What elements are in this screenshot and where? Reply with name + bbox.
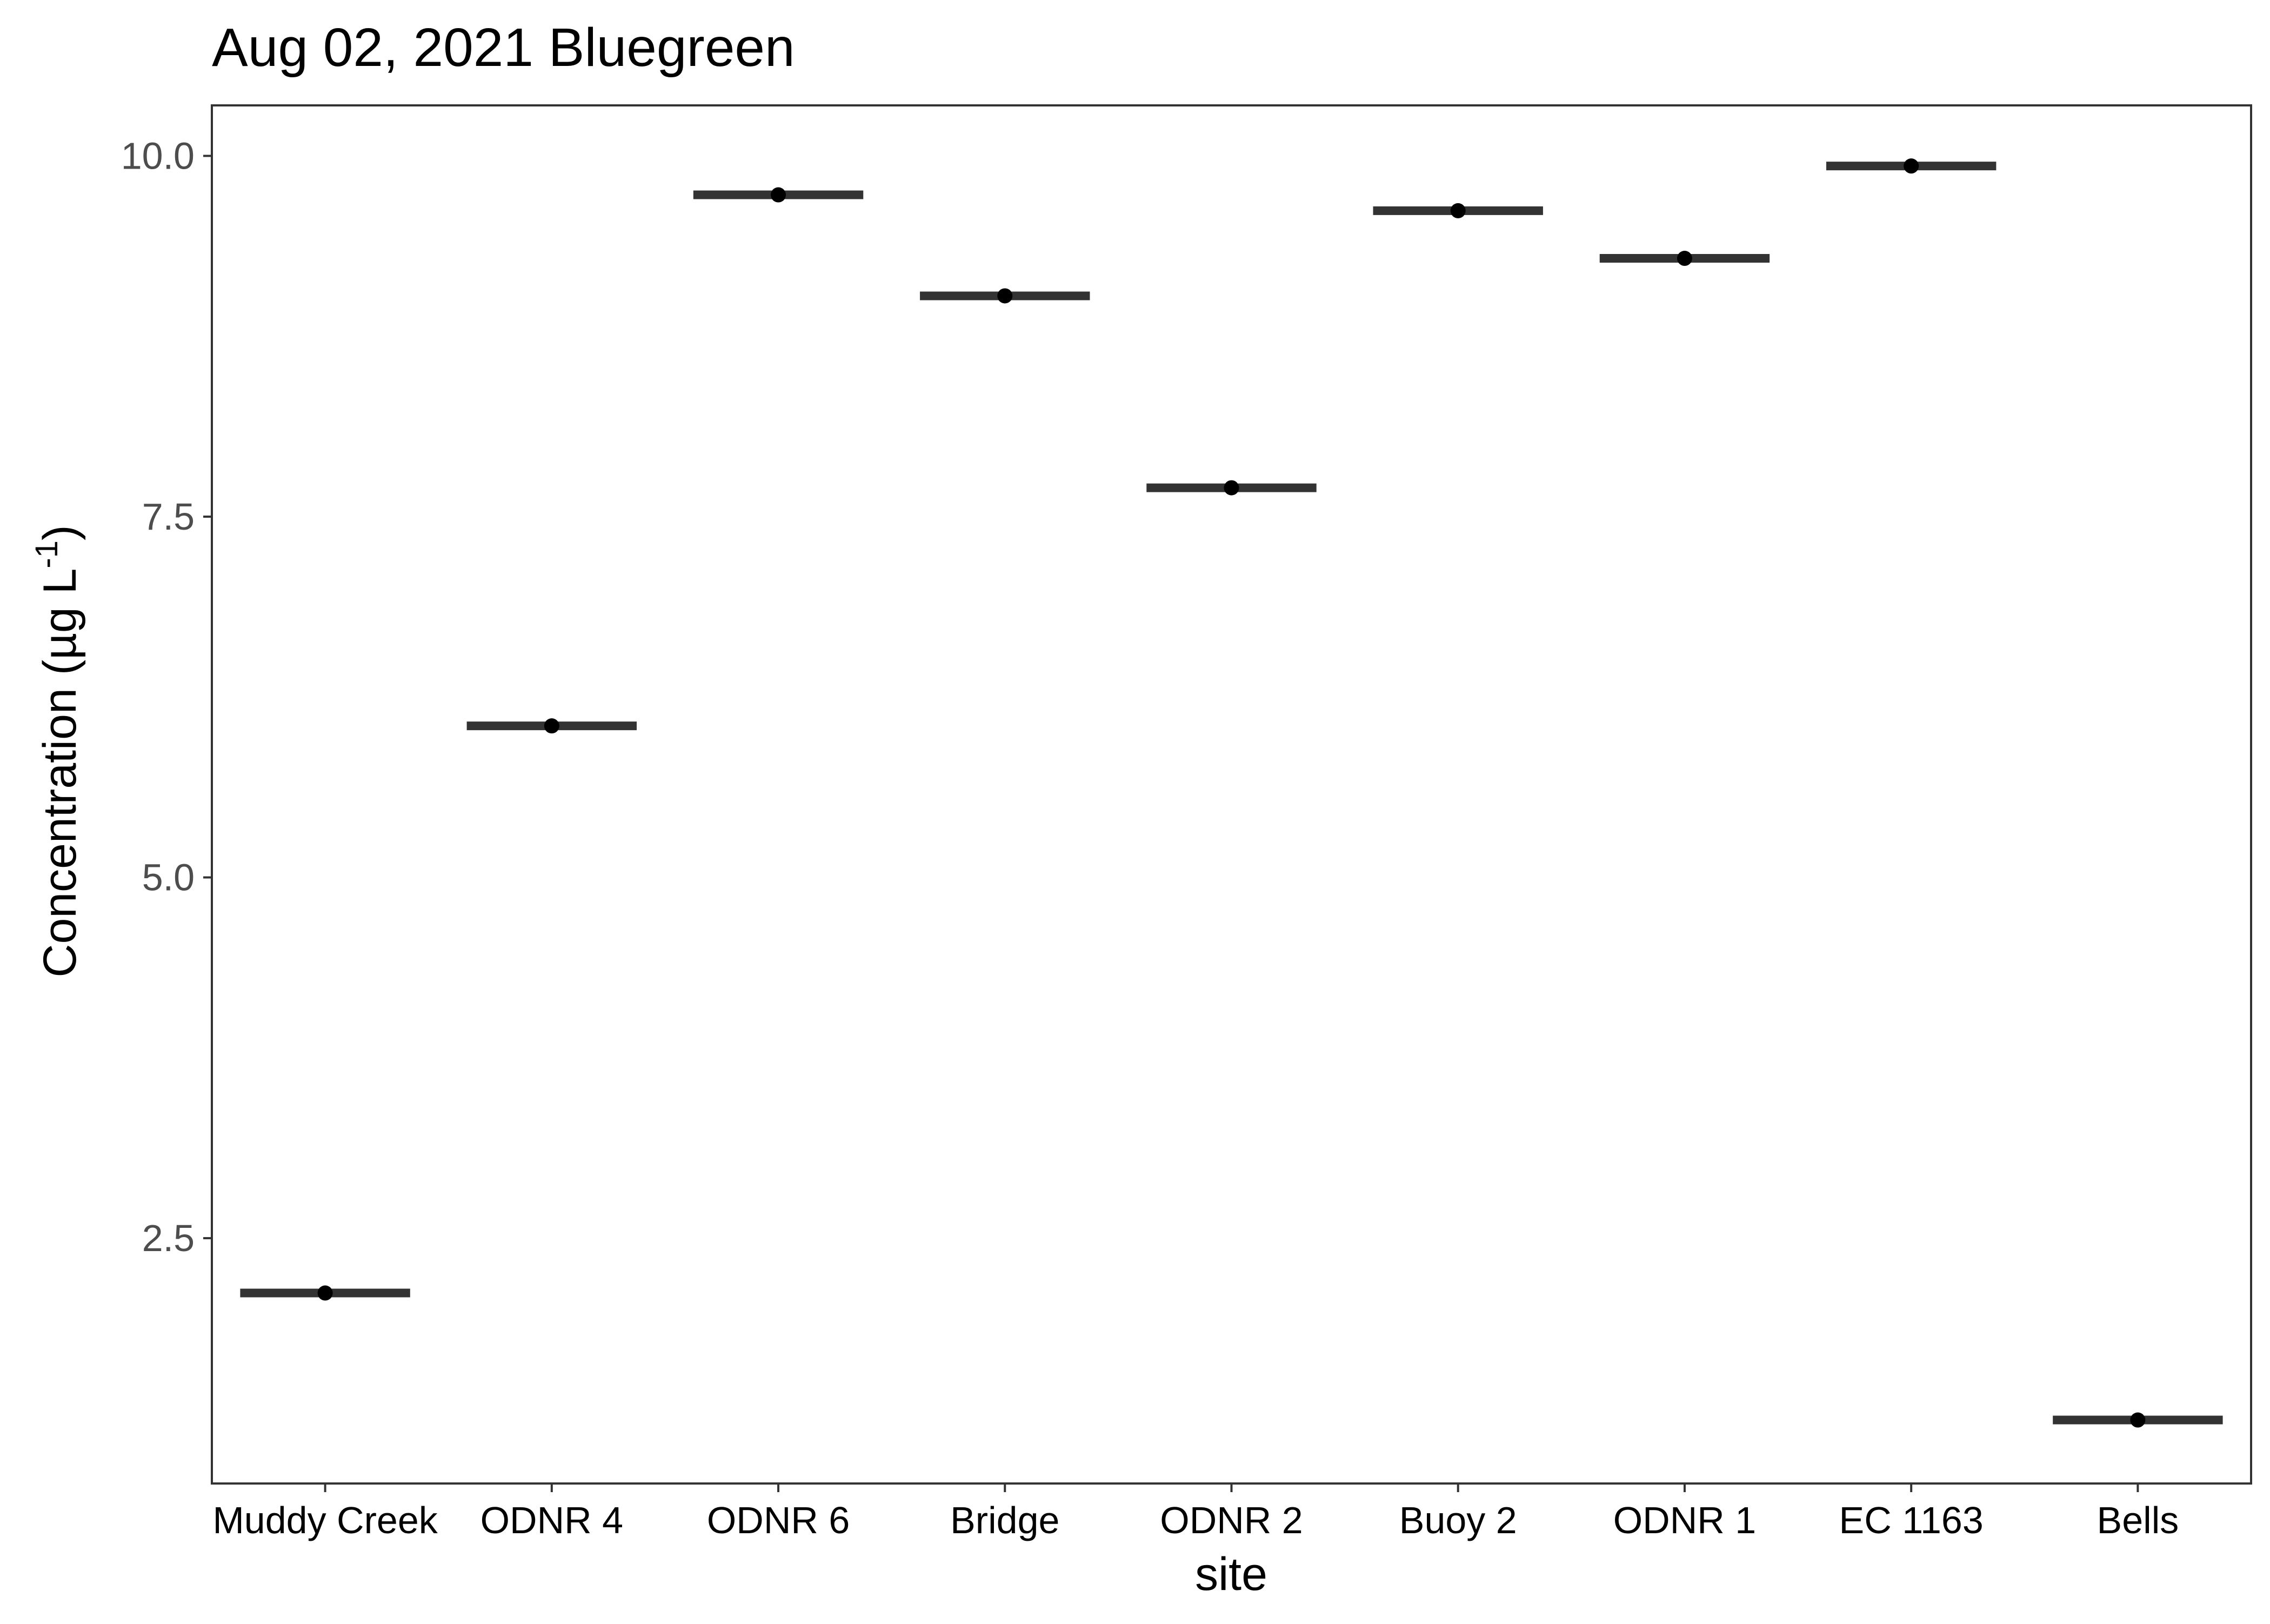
chart-title: Aug 02, 2021 Bluegreen xyxy=(212,17,795,78)
y-axis-title-prefix: Concentration (µg L xyxy=(34,569,86,978)
y-tick-label: 5.0 xyxy=(142,857,195,899)
data-point xyxy=(1450,203,1466,218)
y-tick-label: 2.5 xyxy=(142,1217,195,1259)
x-axis-title: site xyxy=(1195,1548,1267,1600)
data-point xyxy=(544,718,559,734)
data-point xyxy=(1224,480,1239,496)
data-marks xyxy=(240,158,2223,1428)
y-axis-title-superscript: -1 xyxy=(29,540,64,569)
plot-panel xyxy=(211,104,2252,1485)
x-tick-label: Muddy Creek xyxy=(212,1499,438,1541)
x-tick-label: ODNR 1 xyxy=(1613,1499,1756,1541)
x-tick-label: Buoy 2 xyxy=(1399,1499,1517,1541)
data-point xyxy=(1904,158,1919,174)
y-tick-label: 7.5 xyxy=(142,496,195,538)
data-point xyxy=(771,187,786,203)
panel-border xyxy=(211,104,2252,1485)
x-tick-label: Bells xyxy=(2097,1499,2179,1541)
data-point xyxy=(2130,1412,2146,1428)
x-tick-label: ODNR 2 xyxy=(1160,1499,1303,1541)
y-axis-title: Concentration (µg L-1) xyxy=(29,525,86,977)
y-tick-label: 10.0 xyxy=(121,135,195,177)
y-axis-title-suffix: ) xyxy=(34,525,86,540)
x-tick-label: Bridge xyxy=(950,1499,1059,1541)
x-tick-label: ODNR 4 xyxy=(480,1499,623,1541)
x-tick-label: ODNR 6 xyxy=(707,1499,850,1541)
data-point xyxy=(317,1285,333,1301)
data-point xyxy=(997,288,1013,304)
y-axis: 2.5 5.0 7.5 10.0 xyxy=(121,135,212,1259)
x-tick-label: EC 1163 xyxy=(1839,1499,1984,1541)
data-point xyxy=(1677,251,1692,266)
x-axis: Muddy Creek ODNR 4 ODNR 6 Bridge ODNR 2 Buoy … xyxy=(212,1483,2179,1541)
